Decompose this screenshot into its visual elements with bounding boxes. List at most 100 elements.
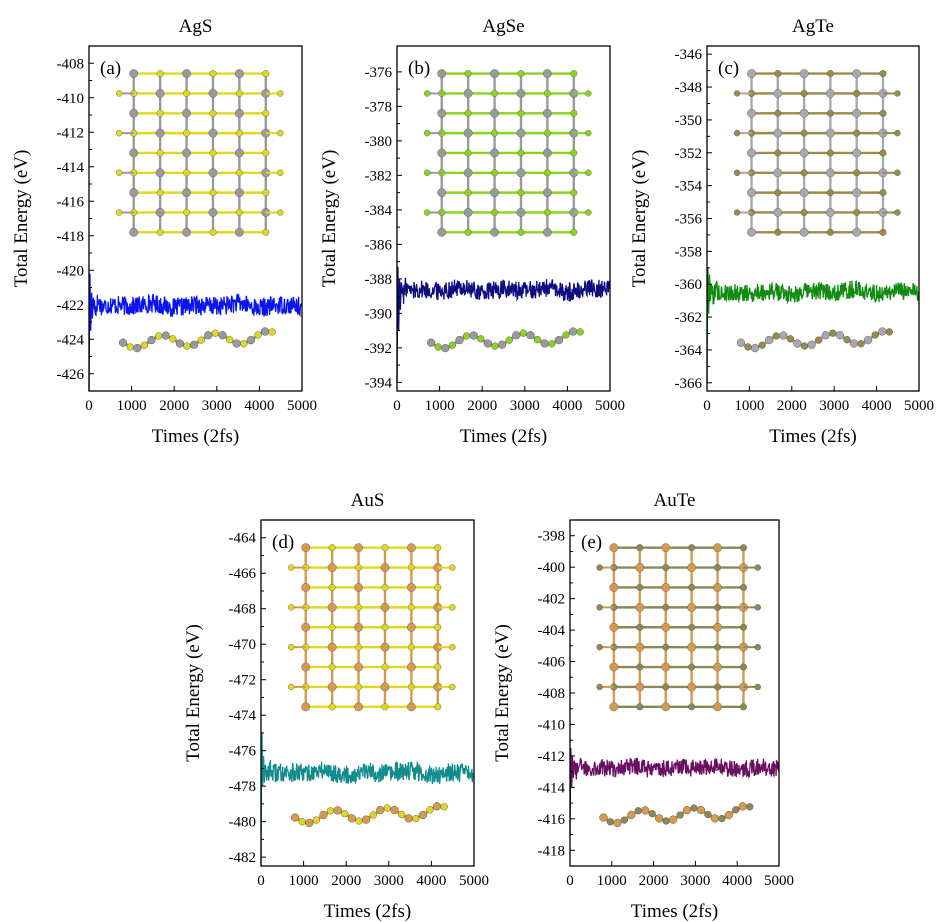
- lattice-atom: [609, 583, 619, 592]
- chain-atom: [548, 340, 556, 348]
- lattice-atom: [542, 108, 552, 118]
- chain-atom: [133, 344, 142, 353]
- energy-series-line: [569, 747, 780, 835]
- lattice-atom: [491, 208, 499, 216]
- y-tick-label: -478: [229, 779, 257, 795]
- lattice-atom: [328, 544, 336, 552]
- chain-atom: [448, 341, 456, 349]
- lattice-atom: [661, 662, 671, 672]
- lattice-atom: [424, 169, 431, 176]
- chain-atom: [305, 818, 314, 828]
- lattice-atom: [713, 583, 722, 592]
- y-tick-label: -382: [365, 168, 393, 184]
- chain-atom: [540, 339, 549, 348]
- lattice-atom: [800, 129, 808, 137]
- y-tick-label: -392: [365, 341, 393, 357]
- lattice-atom: [463, 208, 473, 217]
- lattice-atom: [437, 188, 447, 198]
- lattice-atom: [208, 89, 218, 98]
- chain-atom: [240, 340, 248, 348]
- lattice-atom: [155, 208, 165, 217]
- chain-atom: [696, 805, 706, 815]
- x-axis-label: Times (2fs): [324, 901, 411, 922]
- lattice-atom: [464, 228, 472, 236]
- y-tick-label: -476: [229, 744, 257, 760]
- lattice-atom: [262, 189, 270, 197]
- y-tick-label: -386: [365, 237, 393, 253]
- chain-atom: [397, 810, 406, 819]
- lattice-atom: [825, 208, 835, 217]
- lattice-atom: [288, 604, 295, 611]
- lattice-atom: [894, 129, 901, 137]
- x-tick-label: 4000: [416, 873, 446, 889]
- lattice-atom: [516, 89, 526, 98]
- y-tick-label: -470: [229, 637, 257, 653]
- chain-atom: [497, 340, 507, 349]
- lattice-atom: [596, 604, 603, 611]
- lattice-atom: [262, 149, 270, 157]
- y-tick-label: -400: [538, 560, 566, 576]
- chain-atom: [648, 810, 656, 818]
- chain-atom: [772, 332, 780, 340]
- chain-atom: [197, 336, 205, 344]
- chain-atom: [412, 815, 420, 823]
- lattice-atom: [129, 227, 139, 237]
- lattice-atom: [490, 227, 499, 237]
- y-tick-label: -418: [538, 843, 566, 859]
- lattice-atom: [234, 108, 244, 118]
- lattice-atom: [288, 643, 295, 651]
- lattice-atom: [155, 89, 165, 98]
- lattice-atom: [301, 662, 311, 672]
- lattice-atom: [713, 702, 722, 712]
- chain-atom: [765, 335, 774, 345]
- lattice-atom: [234, 148, 244, 158]
- chain-atom: [189, 340, 199, 349]
- chain-atom: [118, 338, 128, 347]
- lattice-atom: [437, 148, 447, 158]
- lattice-atom: [517, 149, 525, 157]
- lattice-atom: [381, 544, 389, 552]
- chain-atom: [526, 331, 535, 340]
- lattice-atom: [713, 622, 722, 632]
- lattice-atom: [661, 702, 671, 712]
- lattice-atom: [380, 563, 390, 572]
- lattice-atom: [542, 69, 552, 79]
- lattice-atom: [852, 188, 862, 198]
- lattice-atom: [490, 188, 499, 198]
- y-tick-label: -350: [675, 113, 703, 129]
- chain-atom: [669, 815, 678, 824]
- lattice-atom: [662, 643, 670, 651]
- lattice-atom: [354, 622, 363, 632]
- lattice-atom: [739, 544, 747, 552]
- lattice-atom: [182, 188, 191, 198]
- lattice-atom: [380, 642, 390, 652]
- lattice-atom: [209, 109, 217, 117]
- y-tick-label: -412: [538, 749, 566, 765]
- lattice-atom: [773, 89, 783, 98]
- lattice-atom: [209, 189, 217, 197]
- lattice-atom: [799, 148, 809, 158]
- chain-atom: [211, 329, 219, 337]
- y-axis-label: Total Energy (eV): [11, 150, 32, 288]
- chain-atom: [432, 802, 442, 811]
- lattice-atom: [853, 208, 861, 216]
- lattice-atom: [209, 70, 217, 78]
- x-tick-label: 4000: [722, 873, 752, 889]
- lattice-atom: [894, 209, 901, 216]
- chain-atom: [326, 807, 335, 815]
- lattice-atom: [542, 227, 552, 237]
- y-tick-label: -408: [57, 56, 85, 72]
- lattice-atom: [826, 70, 834, 78]
- structure-inset: [116, 69, 284, 353]
- chain-atom: [576, 328, 584, 336]
- x-tick-label: 3000: [510, 398, 540, 414]
- lattice-atom: [381, 583, 389, 591]
- lattice-atom: [464, 109, 472, 117]
- chain-atom: [254, 331, 262, 339]
- lattice-atom: [262, 228, 270, 236]
- y-tick-label: -356: [675, 212, 703, 228]
- lattice-atom: [609, 702, 619, 712]
- y-tick-label: -424: [57, 332, 85, 348]
- lattice-atom: [155, 128, 165, 138]
